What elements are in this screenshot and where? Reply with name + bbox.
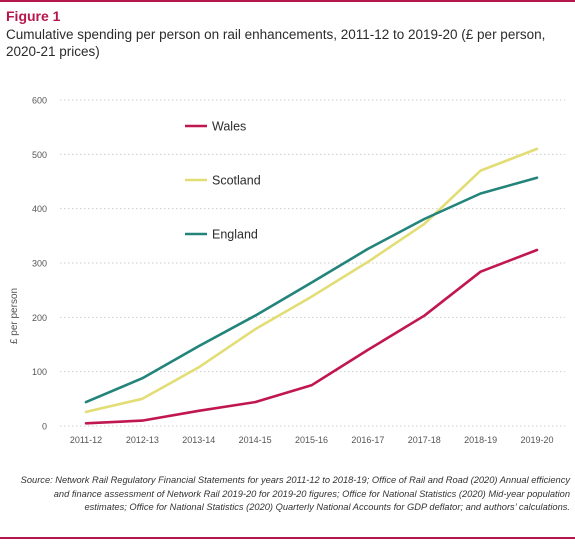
legend-label-england: England: [212, 228, 258, 242]
bottom-rule: [0, 537, 575, 539]
y-tick-labels: 0 100 200 300 400 500 600: [32, 96, 47, 432]
top-rule: [0, 0, 575, 2]
grid-lines: [60, 99, 565, 427]
y-tick-label: 600: [32, 96, 47, 106]
legend-label-scotland: Scotland: [212, 174, 261, 188]
y-tick-label: 300: [32, 259, 47, 269]
x-tick-label: 2015-16: [295, 435, 328, 445]
series-line-england: [84, 176, 539, 404]
x-tick-label: 2017-18: [408, 435, 441, 445]
y-tick-label: 100: [32, 367, 47, 377]
series-lines: [84, 147, 539, 425]
x-tick-label: 2011-12: [70, 435, 102, 445]
x-tick-label: 2014-15: [239, 435, 272, 445]
source-note: Source: Network Rail Regulatory Financia…: [20, 475, 570, 512]
x-tick-label: 2016-17: [351, 435, 384, 445]
x-tick-labels: 2011-12 2012-13 2013-14 2014-15 2015-16 2016-…: [70, 435, 554, 445]
series-line-scotland: [84, 147, 539, 414]
figure-title: Cumulative spending per person on rail e…: [6, 27, 546, 59]
legend-label-wales: Wales: [212, 120, 246, 134]
x-tick-label: 2019-20: [520, 435, 553, 445]
legend: Wales Scotland England: [185, 120, 261, 242]
y-tick-label: 500: [32, 150, 47, 160]
y-tick-label: 400: [32, 204, 47, 214]
figure-label: Figure 1: [6, 8, 61, 24]
y-axis-label: £ per person: [9, 288, 20, 344]
series-line-wales: [84, 248, 539, 425]
x-tick-label: 2012-13: [126, 435, 159, 445]
x-tick-label: 2018-19: [464, 435, 497, 445]
line-chart: 0 100 200 300 400 500 600 2011-12 2012-13 2013-1…: [9, 96, 565, 445]
y-tick-label: 0: [42, 422, 47, 432]
x-tick-label: 2013-14: [182, 435, 215, 445]
y-tick-label: 200: [32, 313, 47, 323]
